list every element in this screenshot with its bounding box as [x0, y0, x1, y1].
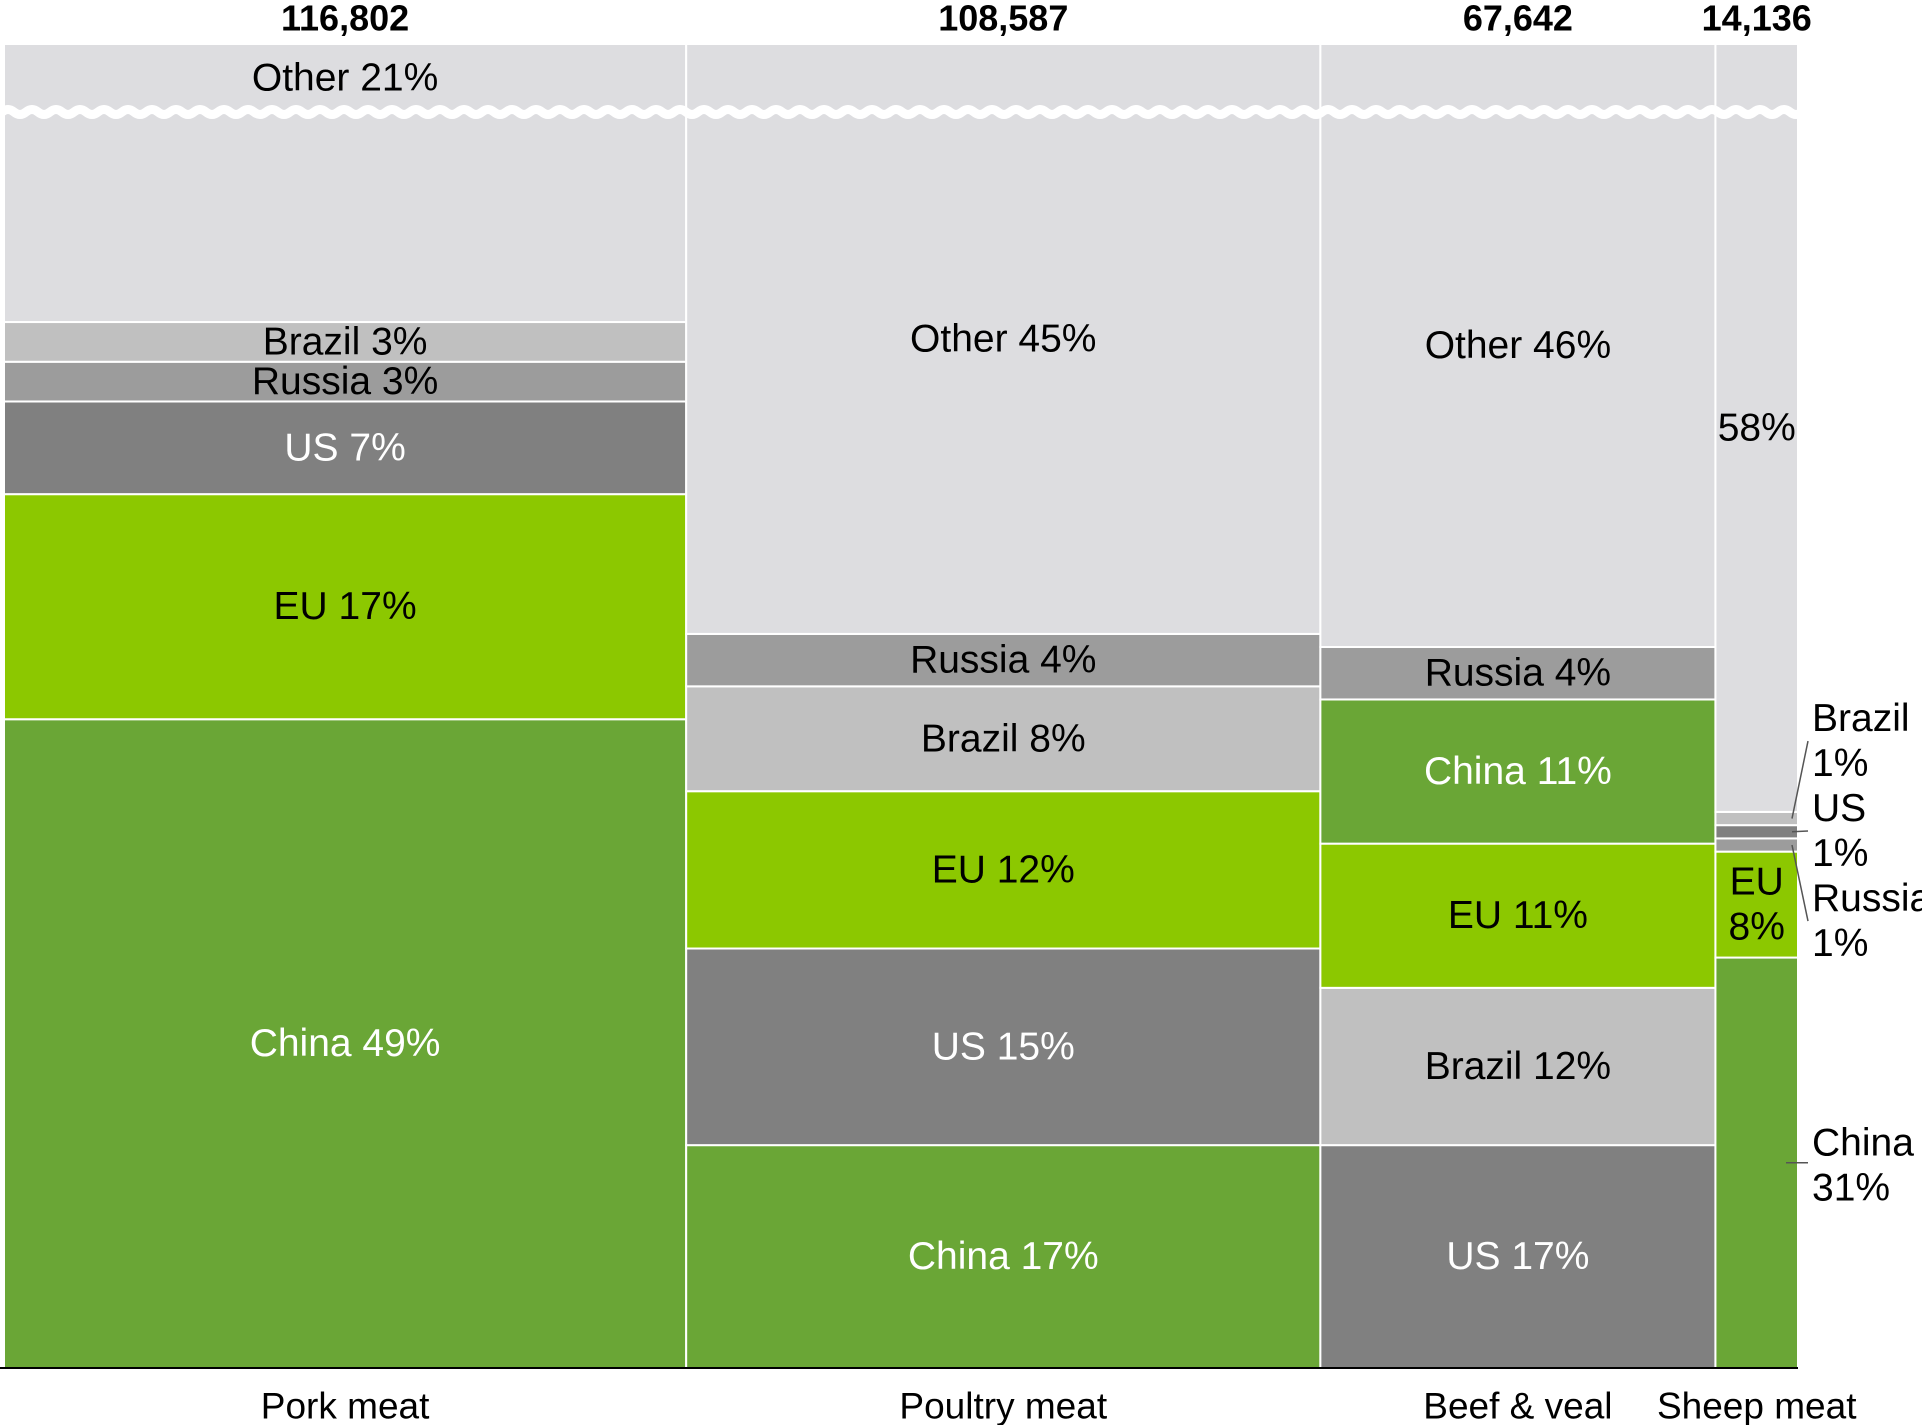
segment-label-beef-and-veal-us: US 17%	[1446, 1235, 1589, 1278]
segment-label-poultry-meat-us: US 15%	[932, 1025, 1075, 1068]
bar-segment-poultry-meat-other	[685, 43, 1322, 635]
segment-label-poultry-meat-russia: Russia 4%	[910, 639, 1096, 682]
bar-segment-pork-meat-brazil	[3, 321, 688, 363]
segment-label-pork-meat-other: Other 21%	[252, 57, 438, 100]
segment-label-sheep-meat-us-line2: 1%	[1812, 832, 1868, 875]
segment-label-sheep-meat-russia-line1: Russia	[1812, 877, 1922, 920]
category-totals: 116,802 108,587 67,642 14,136	[281, 0, 1812, 39]
segment-label-sheep-meat-eu-line1: EU	[1730, 861, 1784, 904]
segment-label-poultry-meat-other: Other 45%	[910, 317, 1096, 360]
bar-segment-sheep-meat-eu	[1714, 850, 1799, 959]
chart-bars	[3, 43, 1799, 1370]
total-label-poultry-meat: 108,587	[938, 0, 1068, 39]
bar-segment-pork-meat-china	[3, 718, 688, 1369]
leader-line-sheep-meat-brazil	[1791, 740, 1809, 819]
segment-label-sheep-meat-brazil-line2: 1%	[1812, 742, 1868, 785]
bar-segment-sheep-meat-other	[1714, 43, 1799, 813]
bar-segment-sheep-meat-china	[1714, 956, 1799, 1369]
axis-break	[0, 105, 1805, 119]
segment-label-sheep-meat-brazil-line1: Brazil	[1812, 697, 1910, 740]
bar-segment-beef-and-veal-russia	[1319, 646, 1717, 701]
bar-segment-beef-and-veal-eu	[1319, 842, 1717, 989]
total-label-sheep-meat: 14,136	[1702, 0, 1812, 39]
bar-segment-poultry-meat-eu	[685, 790, 1322, 950]
bar-segment-poultry-meat-china	[685, 1144, 1322, 1370]
segment-label-pork-meat-russia: Russia 3%	[252, 360, 438, 403]
bar-segment-sheep-meat-brazil	[1714, 810, 1799, 827]
bar-segment-sheep-meat-us	[1714, 824, 1799, 840]
category-label-pork-meat: Pork meat	[261, 1386, 430, 1425]
segment-label-pork-meat-brazil: Brazil 3%	[263, 320, 428, 363]
segment-label-poultry-meat-eu: EU 12%	[932, 848, 1075, 891]
bar-segment-beef-and-veal-china	[1319, 698, 1717, 845]
category-label-poultry-meat: Poultry meat	[899, 1386, 1107, 1425]
bar-segment-pork-meat-eu	[3, 493, 688, 721]
x-axis: Pork meat Poultry meat Beef & veal Sheep me…	[0, 1367, 1857, 1425]
leader-line-sheep-meat-russia	[1791, 844, 1809, 922]
segment-label-sheep-meat-china-line2: 31%	[1812, 1166, 1890, 1209]
category-label-beef-and-veal: Beef & veal	[1423, 1386, 1612, 1425]
segment-label-sheep-meat-china-line1: China	[1812, 1121, 1914, 1164]
segment-label-pork-meat-eu: EU 17%	[274, 585, 417, 628]
bar-segment-beef-and-veal-other	[1319, 43, 1717, 649]
bar-segment-beef-and-veal-us	[1319, 1144, 1717, 1370]
segment-label-beef-and-veal-china: China 11%	[1424, 750, 1612, 793]
bar-segment-poultry-meat-us	[685, 947, 1322, 1147]
segment-label-beef-and-veal-eu: EU 11%	[1448, 894, 1588, 937]
segment-label-pork-meat-us: US 7%	[284, 426, 405, 469]
segment-label-beef-and-veal-russia: Russia 4%	[1425, 652, 1611, 695]
segment-label-beef-and-veal-brazil: Brazil 12%	[1425, 1045, 1611, 1088]
total-label-pork-meat: 116,802	[281, 0, 409, 39]
leader-line-sheep-meat-us	[1791, 830, 1809, 833]
total-label-beef-and-veal: 67,642	[1463, 0, 1573, 39]
segment-label-sheep-meat-eu-line2: 8%	[1729, 906, 1785, 949]
bar-segment-sheep-meat-russia	[1714, 837, 1799, 853]
segment-label-pork-meat-china: China 49%	[250, 1022, 441, 1065]
segment-label-beef-and-veal-other: Other 46%	[1425, 324, 1611, 367]
segment-label-sheep-meat-russia-line2: 1%	[1812, 922, 1868, 965]
category-label-sheep-meat: Sheep meat	[1657, 1386, 1857, 1425]
bar-segment-poultry-meat-brazil	[685, 685, 1322, 793]
segment-label-sheep-meat-us-line1: US	[1812, 787, 1866, 830]
axis-break-band	[0, 105, 1805, 119]
segment-label-poultry-meat-brazil: Brazil 8%	[921, 717, 1086, 760]
bar-segment-pork-meat-other	[3, 43, 688, 324]
segment-labels: China 49% EU 17% US 7% Russia 3%Brazil 3% Ot…	[250, 57, 1922, 1279]
segment-label-poultry-meat-china: China 17%	[908, 1235, 1099, 1278]
segment-label-sheep-meat-other: 58%	[1718, 406, 1796, 449]
